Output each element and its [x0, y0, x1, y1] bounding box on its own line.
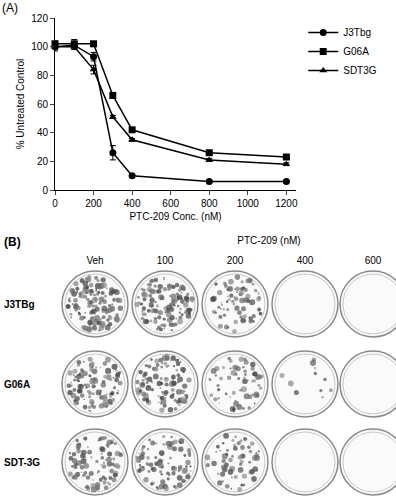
svg-text:SDT3G: SDT3G — [343, 65, 377, 76]
svg-text:0: 0 — [42, 185, 48, 196]
svg-text:SDT-3G: SDT-3G — [4, 457, 40, 468]
svg-text:PTC-209 Conc. (nM): PTC-209 Conc. (nM) — [129, 211, 221, 222]
svg-text:J3Tbg: J3Tbg — [343, 27, 371, 38]
svg-text:G06A: G06A — [343, 46, 369, 57]
svg-text:Veh: Veh — [86, 255, 103, 266]
svg-text:0: 0 — [52, 198, 58, 209]
svg-text:60: 60 — [37, 99, 49, 110]
svg-text:J3TBg: J3TBg — [4, 299, 35, 310]
svg-text:(B): (B) — [4, 235, 21, 249]
svg-text:800: 800 — [201, 198, 218, 209]
svg-text:200: 200 — [227, 255, 244, 266]
svg-text:20: 20 — [37, 156, 49, 167]
svg-text:% Untreated Control: % Untreated Control — [15, 59, 26, 150]
svg-text:100: 100 — [157, 255, 174, 266]
svg-text:1200: 1200 — [275, 198, 298, 209]
svg-text:G06A: G06A — [4, 379, 30, 390]
svg-text:600: 600 — [162, 198, 179, 209]
svg-text:400: 400 — [297, 255, 314, 266]
svg-text:400: 400 — [124, 198, 141, 209]
svg-text:(A): (A) — [2, 1, 18, 15]
svg-text:1000: 1000 — [237, 198, 260, 209]
svg-text:40: 40 — [37, 127, 49, 138]
svg-text:600: 600 — [365, 255, 382, 266]
svg-text:120: 120 — [31, 13, 48, 24]
svg-text:PTC-209 (nM): PTC-209 (nM) — [237, 235, 300, 246]
svg-text:80: 80 — [37, 70, 49, 81]
svg-text:100: 100 — [31, 41, 48, 52]
svg-text:200: 200 — [85, 198, 102, 209]
